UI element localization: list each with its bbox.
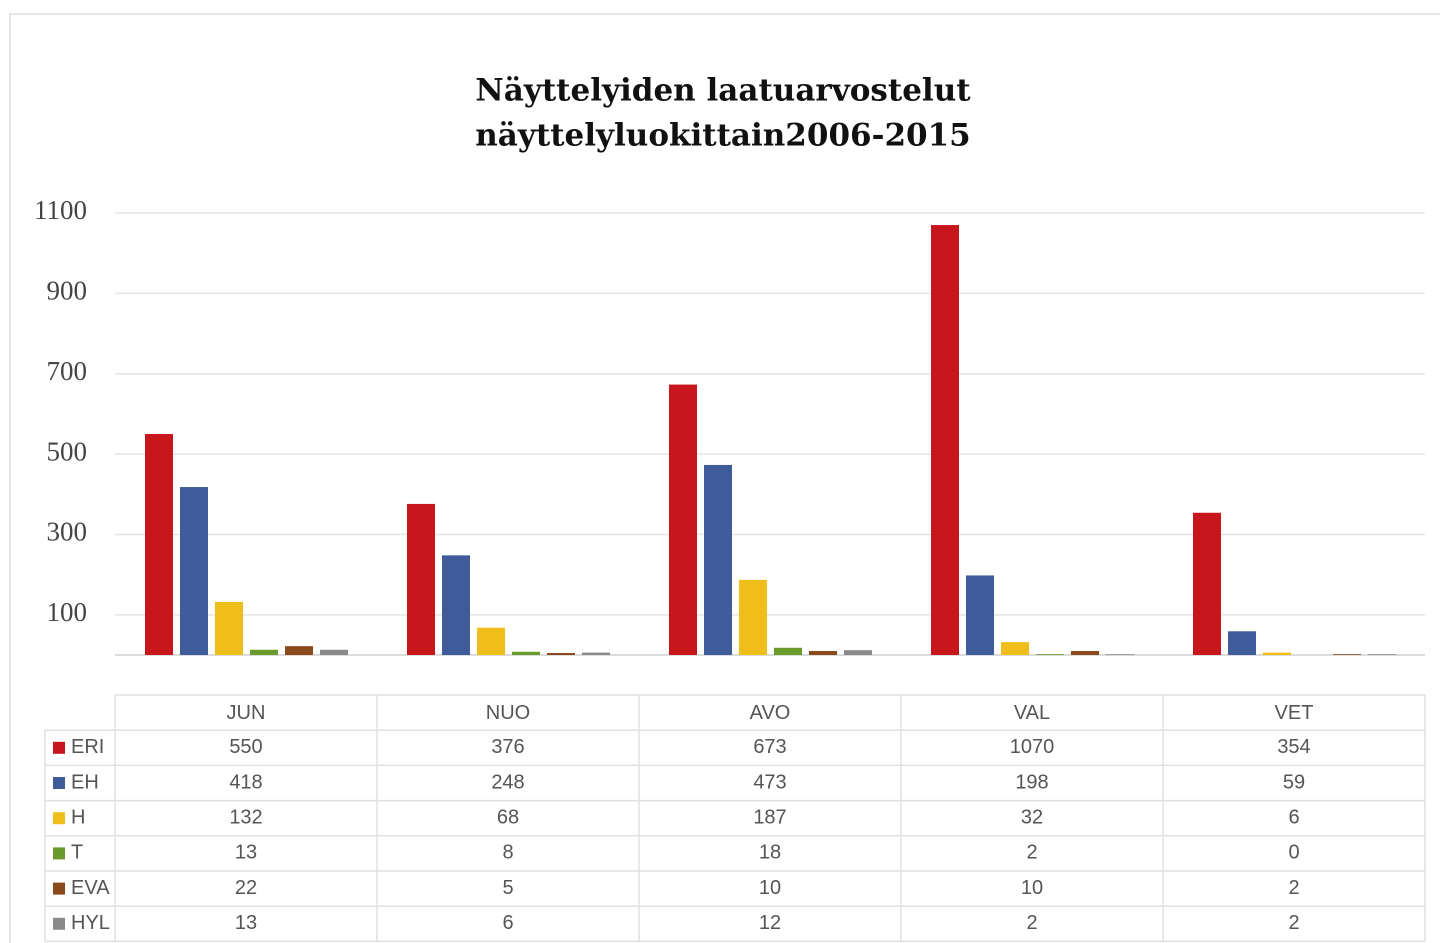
legend-swatch xyxy=(53,777,65,789)
legend-swatch xyxy=(53,882,65,895)
x-tick-label: VAL xyxy=(1014,702,1050,724)
bar xyxy=(145,434,173,655)
table-value: 2 xyxy=(1288,877,1299,899)
table-value: 2 xyxy=(1288,912,1299,934)
table-value: 68 xyxy=(497,806,519,828)
bar xyxy=(512,651,540,655)
legend-label: ERI xyxy=(71,736,104,758)
bar xyxy=(1001,642,1029,655)
table-value: 13 xyxy=(235,842,257,864)
legend-label: EVA xyxy=(71,877,110,899)
table-value: 59 xyxy=(1283,771,1305,793)
bar xyxy=(1071,650,1099,655)
legend-label: H xyxy=(71,806,85,828)
legend-label: HYL xyxy=(71,912,110,934)
table-value: 5 xyxy=(502,877,513,899)
x-tick-label: NUO xyxy=(486,702,530,724)
table-value: 673 xyxy=(753,736,786,758)
table-value: 248 xyxy=(491,771,524,793)
table-value: 198 xyxy=(1015,771,1048,793)
x-tick-label: AVO xyxy=(750,702,791,724)
bar xyxy=(1036,654,1064,655)
table-value: 2 xyxy=(1026,912,1037,934)
table-value: 6 xyxy=(502,912,513,934)
bar xyxy=(1193,512,1221,655)
bar xyxy=(774,647,802,655)
chart-title: näyttelyluokittain2006-2015 xyxy=(475,118,971,154)
table-value: 10 xyxy=(759,877,781,899)
table-value: 0 xyxy=(1288,842,1299,864)
bar xyxy=(320,649,348,655)
bar xyxy=(250,649,278,655)
table-value: 18 xyxy=(759,842,781,864)
x-tick-label: JUN xyxy=(227,702,266,724)
bar xyxy=(477,627,505,655)
bar xyxy=(215,601,243,655)
bar xyxy=(1228,631,1256,655)
bar xyxy=(809,650,837,655)
table-value: 473 xyxy=(753,771,786,793)
legend-label: T xyxy=(71,842,83,864)
table-value: 550 xyxy=(229,736,262,758)
bar xyxy=(547,652,575,655)
bar xyxy=(407,503,435,655)
table-value: 376 xyxy=(491,736,524,758)
table-value: 6 xyxy=(1288,806,1299,828)
table-value: 2 xyxy=(1026,842,1037,864)
table-value: 418 xyxy=(229,771,262,793)
bar xyxy=(739,579,767,655)
bar xyxy=(1106,654,1134,655)
bar xyxy=(582,652,610,655)
table-value: 8 xyxy=(502,842,513,864)
bar xyxy=(1263,652,1291,655)
bar xyxy=(669,384,697,655)
bar xyxy=(931,225,959,655)
table-value: 22 xyxy=(235,877,257,899)
table-value: 13 xyxy=(235,912,257,934)
bar xyxy=(704,464,732,655)
table-value: 32 xyxy=(1021,806,1043,828)
table-value: 187 xyxy=(753,806,786,828)
bar xyxy=(844,650,872,655)
legend-swatch xyxy=(53,741,65,754)
y-tick-label: 1100 xyxy=(34,195,87,225)
table-value: 132 xyxy=(229,806,262,828)
bar xyxy=(1368,654,1396,655)
legend-swatch xyxy=(53,847,65,860)
y-tick-label: 500 xyxy=(47,436,88,466)
x-tick-label: VET xyxy=(1275,702,1314,724)
bar xyxy=(285,646,313,655)
legend-label: EH xyxy=(71,771,99,793)
table-value: 354 xyxy=(1277,736,1310,758)
chart-title: Näyttelyiden laatuarvostelut xyxy=(475,73,971,109)
y-tick-label: 700 xyxy=(47,356,88,386)
legend-swatch xyxy=(53,812,65,825)
legend-swatch xyxy=(53,917,65,930)
bar xyxy=(442,555,470,655)
table-value: 12 xyxy=(759,912,781,934)
bar xyxy=(966,575,994,655)
bar xyxy=(1333,654,1361,655)
table-value: 10 xyxy=(1021,877,1043,899)
table-value: 1070 xyxy=(1010,736,1055,758)
y-tick-label: 100 xyxy=(47,597,88,627)
y-tick-label: 900 xyxy=(47,276,88,306)
y-tick-label: 300 xyxy=(47,517,88,547)
bar xyxy=(180,487,208,655)
